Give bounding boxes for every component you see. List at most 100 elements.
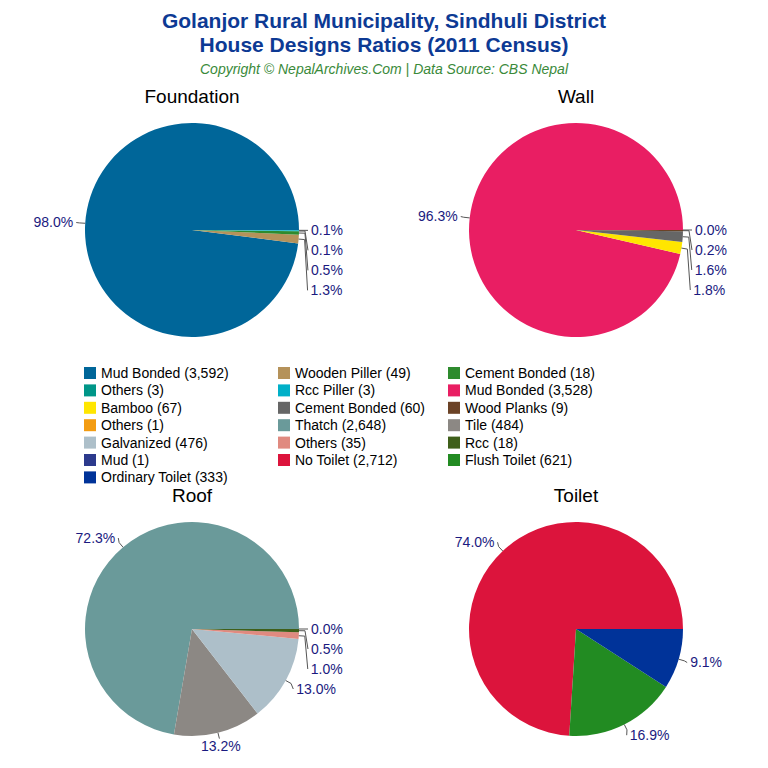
pie-slice [85,123,299,337]
legend-item: Mud (1) [84,452,149,468]
legend-label: Wooden Piller (49) [295,365,411,381]
data-label: 96.3% [418,208,458,224]
pie-slice [192,629,299,639]
legend-item: Flush Toilet (621) [448,452,572,468]
legend-label: No Toilet (2,712) [295,452,397,468]
pie-slice [192,629,299,714]
legend-label: Mud Bonded (3,528) [465,382,593,398]
data-label: 0.0% [311,621,343,637]
legend-swatch [448,454,460,466]
legend-item: Rcc (18) [448,435,518,451]
legend-label: Mud Bonded (3,592) [101,365,229,381]
pie-slice [576,230,683,231]
pie-slice [576,230,683,231]
legend-swatch [84,454,96,466]
leader-line [299,631,308,649]
data-label: 72.3% [76,530,116,546]
data-label: 0.5% [311,641,343,657]
leader-line [461,217,470,218]
legend-label: Others (1) [101,417,164,433]
pie-slice [192,230,299,243]
legend-item: Galvanized (476) [84,435,208,451]
data-label: 1.0% [311,661,343,677]
legend-item: Thatch (2,648) [278,417,386,433]
pie-slices [85,522,299,736]
pie-slice [576,629,683,687]
legend-label: Galvanized (476) [101,435,208,451]
pie-slices [469,522,683,736]
pie-slice [192,629,299,630]
pie-chart: Toilet 74.0% 16.9% 9.1% [455,485,722,743]
data-label: 1.6% [695,262,727,278]
legend-swatch [84,402,96,414]
legend-swatch [84,419,96,431]
leader-line [286,681,294,689]
legend-swatch [84,384,96,396]
legend-item: Tile (484) [448,417,524,433]
legend-label: Ordinary Toilet (333) [101,469,228,485]
leader-line [118,538,123,547]
pie-chart: Wall96.3%1.8%1.6%0.2%0.0% [418,86,727,337]
legend-item: Wooden Piller (49) [278,365,411,381]
pie-slice [576,230,683,242]
legend-label: Others (3) [101,382,164,398]
pie-slice [192,629,299,632]
data-label: 0.1% [311,222,343,238]
data-label: 1.3% [311,282,343,298]
leader-line [299,230,308,231]
leader-line [299,231,308,250]
legend-label: Wood Planks (9) [465,400,568,416]
legend-label: Mud (1) [101,452,149,468]
chart-title: House Designs Ratios (2011 Census) [200,33,569,56]
legend-swatch [278,384,290,396]
legend-item: Bamboo (67) [84,400,182,416]
legend-item: No Toilet (2,712) [278,452,397,468]
pie-chart: Roof72.3%13.2%13.0%1.0%0.5%0.0% [76,485,343,754]
pie-slice [469,123,683,337]
pie-title: Foundation [144,86,239,107]
data-label: 98.0% [34,214,74,230]
legend-swatch [278,437,290,449]
data-label: 74.0% [455,534,495,550]
leader-line [76,222,85,224]
leader-line [624,724,627,735]
data-label: 13.0% [296,681,336,697]
legend-item: Cement Bonded (18) [448,365,595,381]
pie-slice [192,230,299,231]
legend-label: Others (35) [295,435,366,451]
pie-slice [576,230,682,254]
legend-swatch [84,471,96,483]
legend-label: Flush Toilet (621) [465,452,572,468]
leader-line [498,542,503,551]
legend-item: Wood Planks (9) [448,400,568,416]
pie-title: Wall [558,86,594,107]
pie-slice [469,522,683,736]
legend-label: Thatch (2,648) [295,417,386,433]
legend-swatch [278,454,290,466]
legend-label: Cement Bonded (60) [295,400,425,416]
leader-line [679,659,688,662]
data-label: 0.1% [311,242,343,258]
legend-swatch [448,437,460,449]
legend-item: Cement Bonded (60) [278,400,425,416]
legend-item: Mud Bonded (3,528) [448,382,593,398]
pie-slices [85,123,299,337]
leader-line [683,230,692,231]
data-label: 16.9% [630,727,670,743]
legend-label: Cement Bonded (18) [465,365,595,381]
chart-title: Golanjor Rural Municipality, Sindhuli Di… [162,9,606,32]
legend-swatch [448,402,460,414]
legend-label: Bamboo (67) [101,400,182,416]
pie-title: Roof [172,485,213,506]
chart-container: Golanjor Rural Municipality, Sindhuli Di… [0,0,768,768]
pie-slice [192,230,299,235]
legend-item: Others (35) [278,435,366,451]
pie-title: Toilet [554,485,599,506]
data-label: 0.5% [311,262,343,278]
legend-swatch [448,419,460,431]
legend-label: Rcc Piller (3) [295,382,375,398]
data-label: 1.8% [693,282,725,298]
data-label: 9.1% [690,654,722,670]
legend-label: Tile (484) [465,417,524,433]
legend-swatch [278,419,290,431]
